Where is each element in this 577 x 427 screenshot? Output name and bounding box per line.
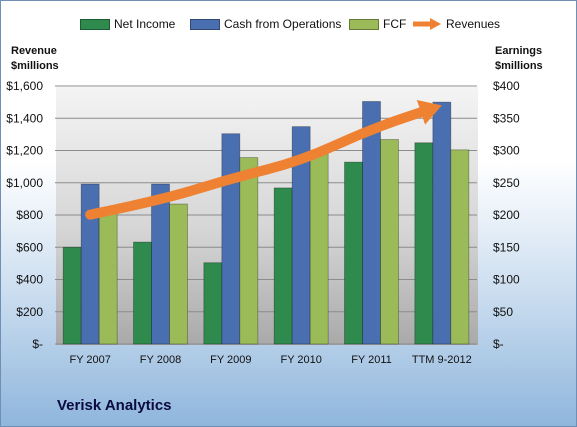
left-axis-tick-label: $1,600 bbox=[6, 79, 43, 93]
legend-item-fcf: FCF bbox=[349, 16, 406, 32]
plot-area bbox=[56, 87, 478, 345]
left-axis-title: Revenue $millions bbox=[11, 44, 59, 74]
right-axis-tick-label: $150 bbox=[493, 240, 520, 254]
right-axis-tick-label: $250 bbox=[493, 176, 520, 190]
bar-fcf bbox=[169, 203, 188, 345]
legend-swatch-cash-from-operations bbox=[190, 18, 220, 30]
bar-cash-from-operations bbox=[432, 101, 452, 345]
left-axis-tick-label: $600 bbox=[16, 240, 43, 254]
left-axis-title-line1: Revenue bbox=[11, 45, 57, 57]
left-axis-tick-label: $400 bbox=[16, 273, 43, 287]
legend-label-fcf: FCF bbox=[383, 17, 407, 31]
bar-cash-from-operations bbox=[80, 183, 100, 345]
legend-label-net-income: Net Income bbox=[114, 17, 176, 31]
left-axis-tick-label: $800 bbox=[16, 208, 43, 222]
bar-net-income bbox=[203, 262, 223, 345]
left-axis-tick-label: $1,000 bbox=[6, 176, 43, 190]
bar-cash-from-operations bbox=[221, 133, 241, 345]
left-axis-title-line2: $millions bbox=[11, 60, 59, 72]
legend-arrow-icon bbox=[413, 18, 441, 30]
bar-net-income bbox=[344, 161, 363, 345]
legend-item-cash-from-operations: Cash from Operations bbox=[190, 16, 341, 32]
bar-net-income bbox=[62, 246, 82, 345]
bar-net-income bbox=[414, 142, 434, 345]
right-axis-tick-label: $50 bbox=[493, 305, 513, 319]
right-axis-tick-label: $- bbox=[493, 337, 504, 351]
right-axis-title-line2: $millions bbox=[495, 60, 543, 72]
legend-swatch-net-income bbox=[80, 18, 110, 30]
legend-item-net-income: Net Income bbox=[80, 16, 175, 32]
bar-net-income bbox=[133, 241, 152, 345]
category-label: TTM 9-2012 bbox=[412, 354, 472, 366]
bar-fcf bbox=[309, 152, 329, 345]
legend-item-revenues: Revenues bbox=[412, 16, 500, 32]
bar-net-income bbox=[273, 187, 293, 345]
legend-label-revenues: Revenues bbox=[446, 17, 501, 31]
revenues-arrowhead bbox=[416, 99, 442, 125]
bar-cash-from-operations bbox=[151, 183, 170, 345]
bar-fcf bbox=[98, 209, 118, 345]
right-axis-title: Earnings $millions bbox=[495, 44, 543, 74]
right-axis-tick-label: $400 bbox=[493, 79, 520, 93]
right-axis-tick-label: $350 bbox=[493, 111, 520, 125]
category-label: FY 2010 bbox=[280, 354, 321, 366]
bar-fcf bbox=[239, 157, 259, 345]
legend-swatch-fcf bbox=[349, 18, 379, 30]
left-axis-tick-label: $- bbox=[32, 337, 43, 351]
left-axis-tick-label: $200 bbox=[16, 305, 43, 319]
right-axis-tick-label: $100 bbox=[493, 273, 520, 287]
bar-cash-from-operations bbox=[362, 101, 381, 345]
right-axis-tick-label: $300 bbox=[493, 144, 520, 158]
company-name: Verisk Analytics bbox=[57, 397, 172, 414]
left-axis-tick-label: $1,400 bbox=[6, 111, 43, 125]
right-axis-tick-label: $200 bbox=[493, 208, 520, 222]
revenues-line bbox=[85, 107, 426, 220]
category-label: FY 2009 bbox=[210, 354, 251, 366]
category-label: FY 2011 bbox=[351, 354, 392, 366]
bar-fcf bbox=[450, 149, 470, 345]
category-label: FY 2008 bbox=[140, 354, 181, 366]
legend-label-cash-from-operations: Cash from Operations bbox=[224, 17, 342, 31]
left-axis-tick-label: $1,200 bbox=[6, 144, 43, 158]
right-axis-title-line1: Earnings bbox=[495, 45, 543, 57]
category-label: FY 2007 bbox=[69, 354, 110, 366]
bar-fcf bbox=[380, 139, 399, 345]
legend: Net Income Cash from Operations FCF Reve… bbox=[0, 16, 577, 34]
